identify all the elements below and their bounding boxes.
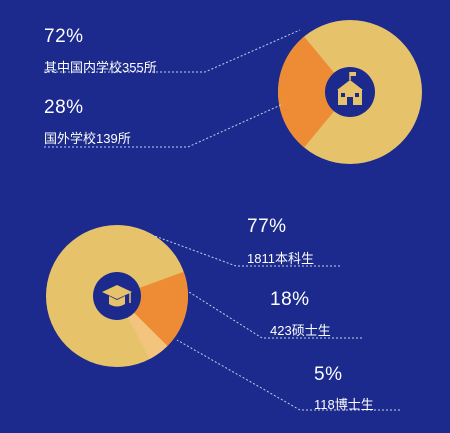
graduation-cap-icon (102, 285, 132, 307)
chart2-label-master: 423硕士生 (270, 323, 331, 338)
chart2-pct-undergrad: 77% (247, 216, 287, 237)
chart1-pct-foreign: 28% (44, 97, 84, 118)
chart1-label-domestic: 其中国内学校355所 (44, 60, 157, 75)
chart2-pct-phd: 5% (314, 364, 343, 385)
chart2-leader-undergrad (151, 234, 340, 267)
chart2-pct-master: 18% (270, 289, 310, 310)
chart1-pct-domestic: 72% (44, 26, 84, 47)
chart1-slice-foreign (278, 36, 350, 148)
chart2-label-phd: 118博士生 (314, 397, 374, 412)
chart2-leader-phd (176, 339, 400, 411)
chart1-label-foreign: 国外学校139所 (44, 131, 131, 146)
chart1-leader-domestic (44, 29, 301, 73)
chart1-leader-foreign (44, 103, 284, 148)
chart2-label-undergrad: 1811本科生 (247, 251, 314, 266)
school-building-icon (337, 72, 363, 105)
chart2-leader-master (188, 291, 362, 339)
